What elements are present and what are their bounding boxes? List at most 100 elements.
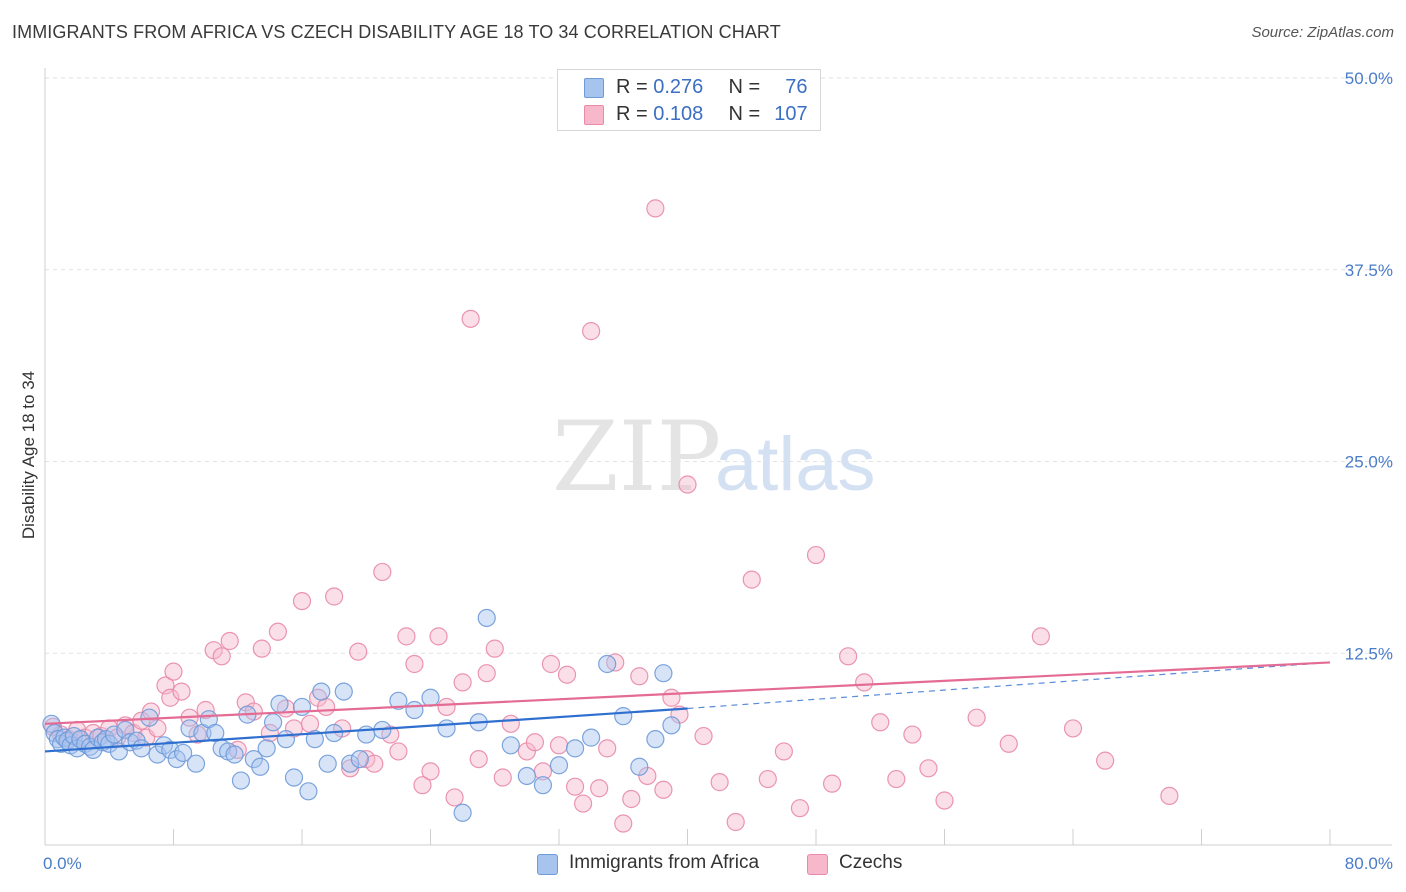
data-point — [839, 647, 858, 666]
data-point — [742, 570, 761, 589]
data-point — [1160, 786, 1179, 806]
data-point — [678, 475, 697, 494]
data-point — [662, 688, 681, 707]
chart-title: IMMIGRANTS FROM AFRICA VS CZECH DISABILI… — [12, 22, 781, 42]
trend-line — [44, 707, 688, 753]
data-point — [270, 694, 289, 713]
legend-n-value: 107 — [774, 103, 808, 125]
data-point — [694, 726, 713, 746]
data-point — [405, 700, 424, 720]
data-point — [646, 199, 665, 218]
trend-lines — [44, 661, 1331, 753]
data-point — [582, 728, 601, 747]
data-point — [541, 654, 561, 674]
watermark: ZIP atlas — [552, 401, 876, 513]
data-point — [154, 736, 173, 755]
data-point — [341, 754, 360, 773]
data-point — [598, 654, 617, 674]
data-point — [598, 739, 617, 758]
data-point — [790, 799, 810, 818]
data-point — [350, 749, 369, 769]
data-point — [646, 730, 665, 749]
data-point — [141, 702, 161, 721]
data-point — [565, 777, 585, 796]
data-point — [654, 780, 673, 799]
data-point — [573, 794, 593, 813]
data-point — [582, 322, 601, 341]
data-point — [999, 734, 1018, 753]
legend-n-label: N = — [728, 76, 761, 98]
data-point — [104, 725, 124, 744]
legend-swatch-czech — [584, 105, 604, 125]
legend-r-label: R = — [616, 76, 648, 98]
data-point — [445, 788, 464, 807]
legend-label-czech: Czechs — [839, 852, 903, 873]
axes — [44, 68, 1392, 846]
data-point — [774, 742, 793, 761]
x-tick-label: 80.0% — [1345, 854, 1393, 873]
data-point — [1096, 751, 1115, 770]
data-point — [485, 639, 504, 658]
data-point — [614, 707, 633, 726]
data-point — [257, 739, 276, 758]
data-point — [132, 739, 151, 758]
data-point — [903, 725, 922, 744]
data-point — [710, 773, 729, 792]
data-point — [967, 708, 986, 727]
data-point — [1063, 719, 1083, 738]
y-tick-label: 37.5% — [1345, 261, 1393, 280]
legend-r-label: R = — [616, 103, 648, 125]
y-tick-label: 12.5% — [1345, 644, 1393, 663]
data-point — [341, 759, 360, 778]
data-point — [231, 771, 251, 790]
legend-r-value: 0.276 — [653, 76, 704, 98]
data-point — [806, 545, 826, 565]
data-point — [630, 757, 649, 776]
legend-n-label: N = — [728, 103, 761, 125]
trend-extension — [687, 661, 1331, 710]
legend-r-value: 0.108 — [653, 103, 704, 125]
data-point — [461, 309, 480, 328]
watermark-zip: ZIP — [552, 401, 721, 513]
data-point — [349, 642, 368, 661]
data-point — [292, 591, 312, 611]
data-point — [186, 754, 206, 773]
data-point — [533, 776, 553, 795]
data-point — [501, 736, 520, 755]
data-point — [172, 682, 191, 701]
data-point — [429, 627, 448, 646]
data-point — [871, 713, 890, 732]
data-point — [373, 562, 392, 582]
data-point — [855, 673, 874, 692]
data-point — [174, 743, 193, 763]
data-point — [413, 776, 432, 795]
data-point — [437, 697, 456, 717]
data-point — [501, 714, 520, 733]
data-point — [662, 716, 681, 735]
data-point — [622, 789, 641, 809]
data-point — [268, 622, 288, 641]
data-point — [887, 769, 906, 789]
data-point — [405, 654, 424, 674]
data-point — [437, 719, 456, 738]
data-point — [397, 627, 416, 646]
data-point — [220, 631, 239, 651]
data-point — [316, 697, 336, 717]
data-point — [525, 733, 545, 752]
data-point — [284, 768, 304, 787]
data-point — [822, 774, 842, 793]
legend-n-value: 76 — [785, 76, 808, 98]
trend-line — [44, 661, 1331, 725]
data-point — [325, 587, 344, 606]
data-point — [300, 714, 320, 733]
data-point — [469, 749, 488, 769]
grid-lines — [45, 77, 1392, 654]
x-tick-label: 0.0% — [43, 854, 82, 873]
y-tick-label: 50.0% — [1345, 69, 1393, 88]
data-point — [389, 742, 408, 761]
data-point — [212, 647, 231, 666]
data-point — [421, 762, 440, 781]
data-point — [726, 812, 745, 832]
legend-label-africa: Immigrants from Africa — [569, 852, 760, 873]
